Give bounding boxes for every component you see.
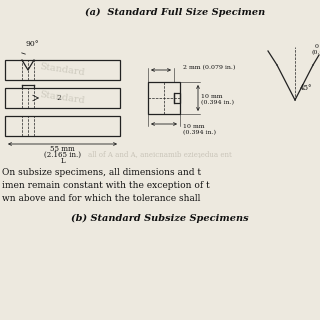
- Bar: [174, 93, 180, 103]
- Text: (0.0: (0.0: [311, 50, 320, 55]
- Text: 55 mm: 55 mm: [50, 145, 75, 153]
- Text: (0.394 in.): (0.394 in.): [183, 131, 216, 136]
- Text: (2.165 in.): (2.165 in.): [44, 151, 81, 159]
- Text: L: L: [60, 157, 65, 165]
- Text: wn above and for which the tolerance shall: wn above and for which the tolerance sha…: [2, 194, 200, 203]
- Text: 10 mm: 10 mm: [183, 124, 204, 129]
- Text: 2: 2: [56, 94, 61, 102]
- Text: Standard: Standard: [39, 62, 85, 78]
- Bar: [5, 60, 120, 80]
- Text: (a)  Standard Full Size Specimen: (a) Standard Full Size Specimen: [85, 8, 265, 17]
- Text: 2 mm (0.079 in.): 2 mm (0.079 in.): [183, 65, 236, 71]
- Text: 45°: 45°: [300, 84, 313, 92]
- Bar: [5, 116, 120, 136]
- Bar: [148, 82, 180, 114]
- Text: Standard: Standard: [39, 90, 85, 106]
- Text: On subsize specimens, all dimensions and t: On subsize specimens, all dimensions and…: [2, 168, 201, 177]
- Text: 0: 0: [315, 44, 319, 49]
- Bar: [5, 88, 120, 108]
- Text: imen remain constant with the exception of t: imen remain constant with the exception …: [2, 181, 210, 190]
- Text: (0.394 in.): (0.394 in.): [201, 100, 234, 106]
- Text: 10 mm: 10 mm: [201, 93, 222, 99]
- Text: (b) Standard Subsize Specimens: (b) Standard Subsize Specimens: [71, 213, 249, 223]
- Text: 90°: 90°: [26, 40, 40, 48]
- Text: all of A and A, aneicnamib ezieʇedua ent: all of A and A, aneicnamib ezieʇedua ent: [88, 151, 232, 159]
